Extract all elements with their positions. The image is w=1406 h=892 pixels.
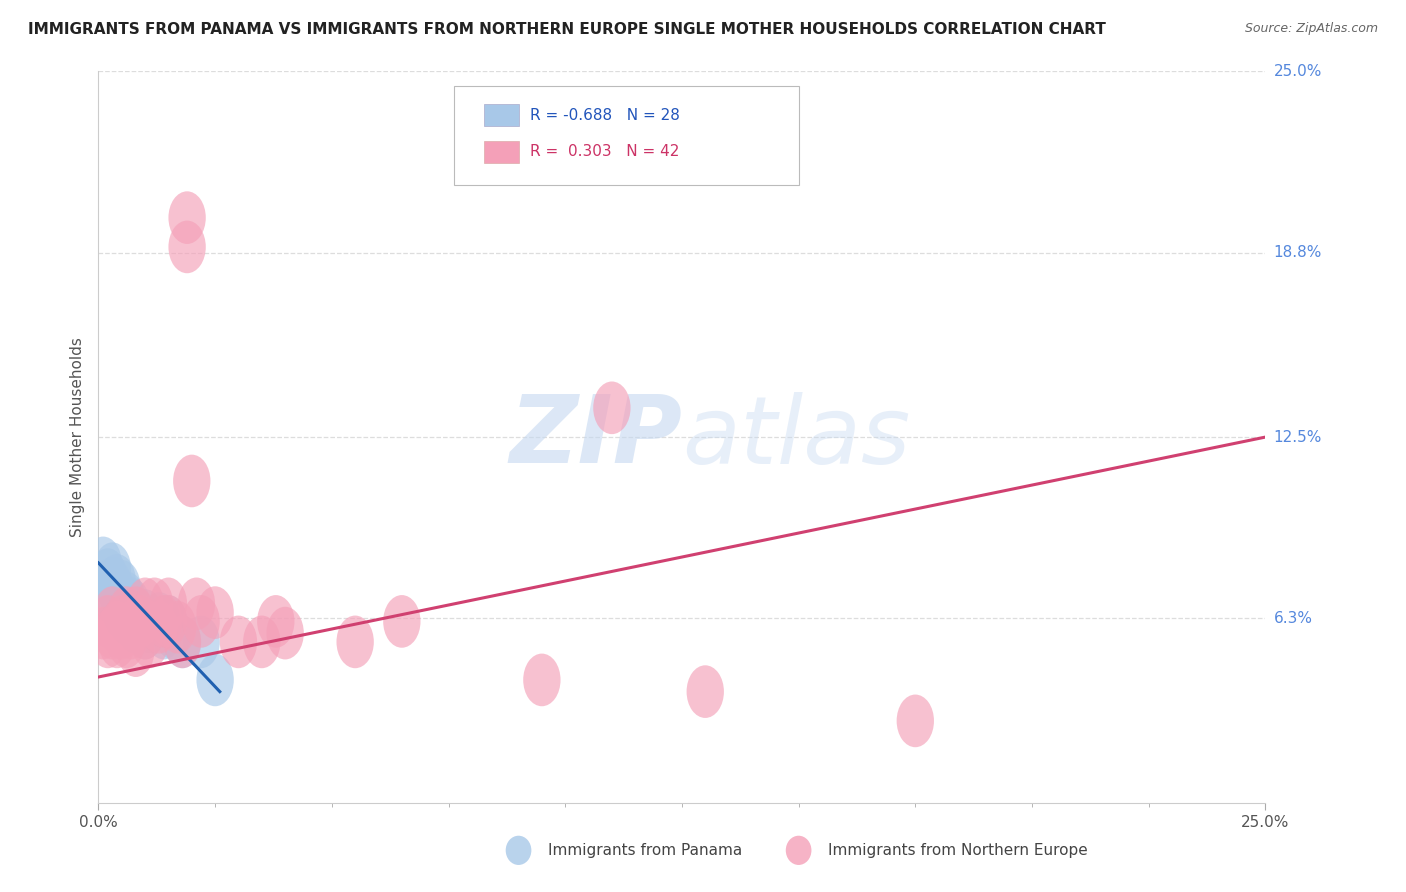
Ellipse shape [150,595,187,648]
Ellipse shape [155,607,191,659]
Ellipse shape [94,572,131,624]
Y-axis label: Single Mother Households: Single Mother Households [70,337,86,537]
Text: 25.0%: 25.0% [1274,64,1322,78]
Text: IMMIGRANTS FROM PANAMA VS IMMIGRANTS FROM NORTHERN EUROPE SINGLE MOTHER HOUSEHOL: IMMIGRANTS FROM PANAMA VS IMMIGRANTS FRO… [28,22,1107,37]
Ellipse shape [593,382,630,434]
Ellipse shape [177,577,215,630]
Ellipse shape [108,592,145,645]
Text: 12.5%: 12.5% [1274,430,1322,444]
FancyBboxPatch shape [454,86,799,185]
Ellipse shape [89,563,127,615]
Ellipse shape [117,624,155,677]
Text: Immigrants from Northern Europe: Immigrants from Northern Europe [828,843,1087,858]
Ellipse shape [336,615,374,668]
Ellipse shape [384,595,420,648]
Ellipse shape [136,577,173,630]
Text: 18.8%: 18.8% [1274,245,1322,260]
Ellipse shape [686,665,724,718]
Ellipse shape [103,586,141,639]
Ellipse shape [257,595,294,648]
Ellipse shape [173,455,211,508]
Ellipse shape [169,220,205,273]
Ellipse shape [108,615,145,668]
Ellipse shape [94,557,131,610]
Ellipse shape [183,595,219,648]
Ellipse shape [89,549,127,601]
Ellipse shape [145,595,183,648]
Ellipse shape [163,615,201,668]
Ellipse shape [94,586,131,639]
Text: R =  0.303   N = 42: R = 0.303 N = 42 [530,145,679,160]
Ellipse shape [103,560,141,613]
Ellipse shape [163,615,201,668]
Ellipse shape [98,601,136,654]
Ellipse shape [267,607,304,659]
Ellipse shape [506,836,531,865]
Text: atlas: atlas [682,392,910,483]
Ellipse shape [122,595,159,648]
Ellipse shape [141,601,177,654]
Ellipse shape [131,615,169,668]
Ellipse shape [103,577,141,630]
Ellipse shape [127,607,163,659]
Ellipse shape [197,586,233,639]
Ellipse shape [150,577,187,630]
Ellipse shape [127,607,163,659]
Ellipse shape [103,607,141,659]
Ellipse shape [219,615,257,668]
Ellipse shape [112,601,150,654]
Ellipse shape [94,607,131,659]
Ellipse shape [103,595,141,648]
Ellipse shape [94,542,131,595]
Text: Source: ZipAtlas.com: Source: ZipAtlas.com [1244,22,1378,36]
Ellipse shape [122,595,159,648]
Ellipse shape [523,654,561,706]
Ellipse shape [141,592,177,645]
Text: 6.3%: 6.3% [1274,611,1313,626]
Ellipse shape [197,654,233,706]
Text: R = -0.688   N = 28: R = -0.688 N = 28 [530,108,681,123]
Ellipse shape [84,537,122,590]
Ellipse shape [117,586,155,639]
Ellipse shape [159,601,197,654]
Ellipse shape [84,607,122,659]
Ellipse shape [897,695,934,747]
Ellipse shape [98,615,136,668]
Ellipse shape [131,601,169,654]
Ellipse shape [112,592,150,645]
Ellipse shape [89,615,127,668]
Ellipse shape [117,601,155,654]
Ellipse shape [108,572,145,624]
Ellipse shape [127,590,163,642]
FancyBboxPatch shape [484,141,519,163]
Ellipse shape [112,607,150,659]
Ellipse shape [145,607,183,659]
Text: ZIP: ZIP [509,391,682,483]
FancyBboxPatch shape [484,104,519,127]
Ellipse shape [108,586,145,639]
Ellipse shape [150,595,187,648]
Ellipse shape [786,836,811,865]
Ellipse shape [243,615,280,668]
Text: Immigrants from Panama: Immigrants from Panama [548,843,742,858]
Ellipse shape [98,554,136,607]
Ellipse shape [127,577,163,630]
Ellipse shape [117,586,155,639]
Ellipse shape [89,595,127,648]
Ellipse shape [112,577,150,630]
Ellipse shape [98,566,136,618]
Ellipse shape [183,615,219,668]
Ellipse shape [169,191,205,244]
